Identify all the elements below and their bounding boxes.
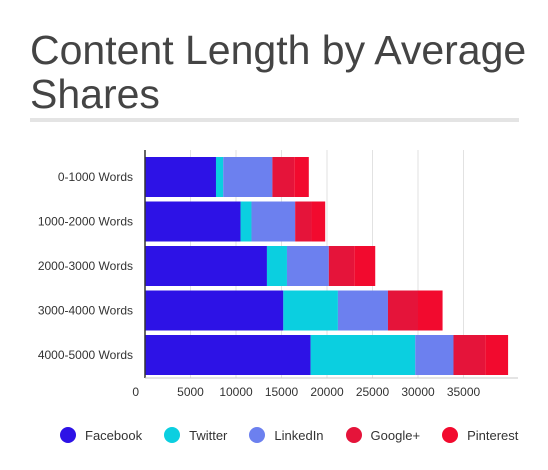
x-tick-label: 30000	[401, 385, 435, 399]
bar-segment	[240, 201, 252, 242]
x-tick-label: 5000	[177, 385, 204, 399]
bar-segment	[310, 335, 416, 375]
bar-segment	[485, 335, 509, 375]
legend-swatch	[249, 427, 266, 443]
y-tick-label: 3000-4000 Words	[38, 304, 133, 318]
title-divider	[30, 118, 519, 122]
bar-segment	[311, 201, 326, 242]
x-tick-label: 35000	[447, 385, 481, 399]
legend-swatch	[345, 427, 362, 443]
bar-segment	[418, 290, 443, 331]
y-tick-label: 4000-5000 Words	[38, 348, 133, 362]
bar-segment	[337, 290, 388, 331]
bar-segment	[145, 335, 311, 375]
legend-item: Twitter	[164, 427, 227, 443]
bar-segment	[415, 335, 454, 375]
bar-segment	[145, 157, 216, 197]
bar-segment	[145, 290, 284, 331]
bar-segment	[286, 246, 329, 286]
bar-segment	[295, 201, 312, 242]
bar-segment	[453, 335, 486, 375]
bar-segment	[387, 290, 418, 331]
x-tick-label: 20000	[310, 385, 344, 399]
bar-segment	[294, 157, 309, 197]
bar-segment	[223, 157, 273, 197]
y-tick-label: 1000-2000 Words	[38, 215, 133, 229]
bar-segment	[272, 157, 295, 197]
legend-item: LinkedIn	[249, 427, 324, 443]
x-tick-label: 0	[132, 385, 139, 399]
legend-swatch	[60, 427, 76, 443]
legend-label: Twitter	[189, 427, 228, 443]
legend-swatch	[164, 427, 181, 443]
bar-segment	[215, 157, 224, 197]
bar-segment	[145, 201, 241, 242]
bar-segment	[328, 246, 355, 286]
bar-segment	[145, 246, 267, 286]
x-tick-label: 10000	[219, 385, 253, 399]
y-tick-label: 0-1000 Words	[58, 170, 133, 184]
bar-segment	[354, 246, 376, 286]
legend-item: Google+	[345, 427, 421, 443]
y-tick-label: 2000-3000 Words	[38, 259, 133, 273]
bar-segment	[266, 246, 287, 286]
legend: Facebook Twitter LinkedIn Google+ Pinterest	[60, 425, 540, 445]
chart-title: Content Length by Average Shares	[30, 27, 527, 117]
legend-label: Pinterest	[467, 427, 519, 443]
legend-swatch	[442, 427, 459, 443]
legend-item: Facebook	[60, 427, 142, 443]
legend-item: Pinterest	[442, 427, 518, 443]
plot-area: 0-1000 Words 1000-2000 Words 2000-3000 Wor…	[38, 150, 518, 399]
x-tick-label: 15000	[265, 385, 299, 399]
x-tick-label: 25000	[356, 385, 390, 399]
legend-label: Facebook	[85, 427, 143, 443]
bar-segment	[251, 201, 296, 242]
legend-label: Google+	[370, 427, 421, 443]
legend-label: LinkedIn	[274, 427, 324, 443]
bar-segment	[283, 290, 338, 331]
